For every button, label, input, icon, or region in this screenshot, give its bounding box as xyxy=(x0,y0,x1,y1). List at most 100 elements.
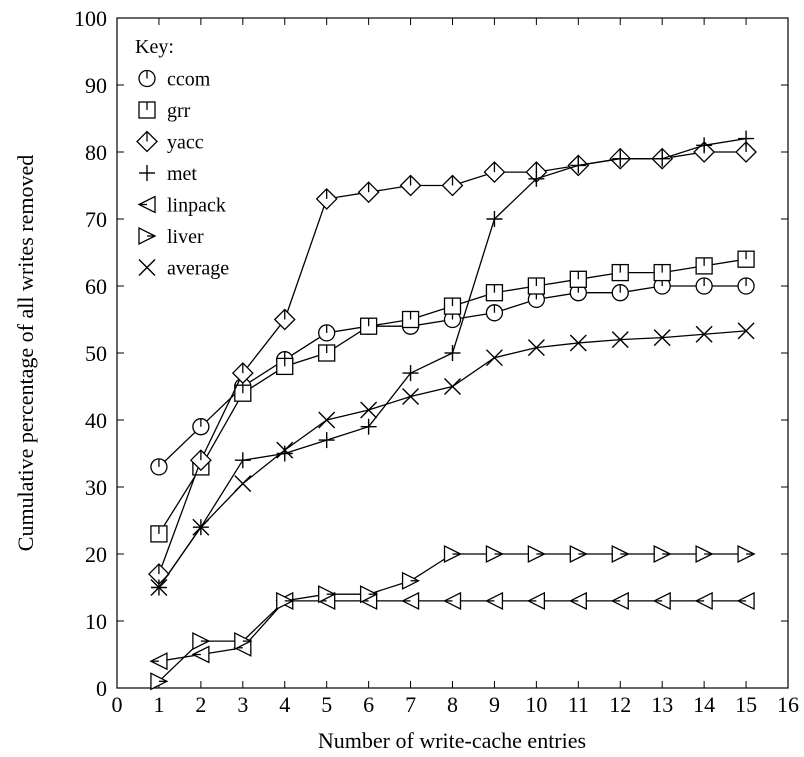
x-tick-label: 3 xyxy=(237,692,248,717)
data-point-ccom xyxy=(319,325,335,341)
data-point-met xyxy=(445,345,461,361)
data-point-grr xyxy=(612,265,628,281)
legend-marker-yacc xyxy=(137,132,157,152)
data-point-grr xyxy=(738,251,754,267)
series-liver xyxy=(151,546,754,689)
data-point-met xyxy=(612,151,628,167)
data-point-liver xyxy=(738,546,754,562)
data-point-grr xyxy=(696,258,712,274)
data-point-linpack xyxy=(696,593,712,609)
data-point-ccom xyxy=(612,285,628,301)
x-tick-label: 14 xyxy=(693,692,715,717)
data-point-linpack xyxy=(738,593,754,609)
legend-label-grr: grr xyxy=(167,100,191,122)
data-point-ccom xyxy=(151,459,167,475)
data-point-ccom xyxy=(696,278,712,294)
data-point-linpack xyxy=(654,593,670,609)
data-point-liver xyxy=(486,546,502,562)
legend-label-linpack: linpack xyxy=(167,195,226,217)
y-tick-label: 0 xyxy=(96,676,107,701)
data-point-grr xyxy=(403,312,419,328)
data-point-grr xyxy=(528,278,544,294)
data-point-linpack xyxy=(193,647,209,663)
legend-item-liver: liver xyxy=(139,226,204,248)
data-point-average xyxy=(319,412,335,428)
data-point-average xyxy=(361,402,377,418)
data-point-ccom xyxy=(193,419,209,435)
series-linpack xyxy=(151,593,754,669)
x-tick-label: 9 xyxy=(489,692,500,717)
data-point-linpack xyxy=(151,653,167,669)
data-point-yacc xyxy=(443,176,463,196)
series-line-met xyxy=(159,139,746,588)
x-tick-label: 16 xyxy=(777,692,799,717)
data-point-average xyxy=(235,476,251,492)
data-point-yacc xyxy=(484,162,504,182)
data-point-met xyxy=(277,446,293,462)
data-point-yacc xyxy=(401,176,421,196)
y-tick-label: 10 xyxy=(85,609,107,634)
legend-label-met: met xyxy=(167,163,197,185)
series-met xyxy=(151,131,754,596)
data-point-yacc xyxy=(359,182,379,202)
x-tick-label: 15 xyxy=(735,692,757,717)
legend-item-grr: grr xyxy=(139,100,191,122)
data-point-liver xyxy=(403,573,419,589)
data-point-yacc xyxy=(233,363,253,383)
data-point-met xyxy=(738,131,754,147)
x-tick-label: 12 xyxy=(609,692,631,717)
x-tick-label: 11 xyxy=(568,692,589,717)
data-point-yacc xyxy=(317,189,337,209)
data-point-average xyxy=(486,350,502,366)
y-tick-label: 90 xyxy=(85,73,107,98)
legend-marker-average xyxy=(139,260,155,276)
data-point-ccom xyxy=(486,305,502,321)
y-tick-label: 40 xyxy=(85,408,107,433)
legend-title: Key: xyxy=(135,36,174,58)
x-tick-label: 10 xyxy=(525,692,547,717)
data-point-met xyxy=(654,151,670,167)
data-point-liver xyxy=(570,546,586,562)
legend-marker-grr xyxy=(139,102,155,118)
x-tick-label: 13 xyxy=(651,692,673,717)
data-point-linpack xyxy=(612,593,628,609)
data-point-average xyxy=(403,389,419,405)
y-tick-label: 20 xyxy=(85,542,107,567)
data-point-liver xyxy=(445,546,461,562)
series-layer xyxy=(149,131,756,690)
data-point-met xyxy=(570,157,586,173)
x-tick-label: 4 xyxy=(279,692,290,717)
data-point-met xyxy=(319,432,335,448)
x-tick-label: 5 xyxy=(321,692,332,717)
data-point-linpack xyxy=(570,593,586,609)
data-point-liver xyxy=(612,546,628,562)
x-tick-label: 2 xyxy=(195,692,206,717)
legend-label-average: average xyxy=(167,258,229,280)
legend-item-met: met xyxy=(139,163,197,185)
data-point-grr xyxy=(277,358,293,374)
data-point-ccom xyxy=(738,278,754,294)
series-line-liver xyxy=(159,554,746,681)
data-point-linpack xyxy=(403,593,419,609)
x-tick-label: 6 xyxy=(363,692,374,717)
y-tick-label: 60 xyxy=(85,274,107,299)
data-point-grr xyxy=(654,265,670,281)
x-tick-label: 7 xyxy=(405,692,416,717)
data-point-grr xyxy=(445,298,461,314)
data-point-linpack xyxy=(528,593,544,609)
y-axis-label: Cumulative percentage of all writes remo… xyxy=(13,155,38,551)
data-point-liver xyxy=(528,546,544,562)
y-tick-label: 100 xyxy=(74,6,107,31)
data-point-met xyxy=(235,452,251,468)
legend-item-ccom: ccom xyxy=(139,69,211,91)
legend-marker-ccom xyxy=(139,71,155,87)
y-tick-label: 50 xyxy=(85,341,107,366)
data-point-liver xyxy=(696,546,712,562)
data-point-average xyxy=(445,379,461,395)
data-point-grr xyxy=(361,318,377,334)
x-tick-label: 0 xyxy=(112,692,123,717)
y-tick-label: 80 xyxy=(85,140,107,165)
data-point-linpack xyxy=(445,593,461,609)
legend-marker-liver xyxy=(139,228,155,244)
